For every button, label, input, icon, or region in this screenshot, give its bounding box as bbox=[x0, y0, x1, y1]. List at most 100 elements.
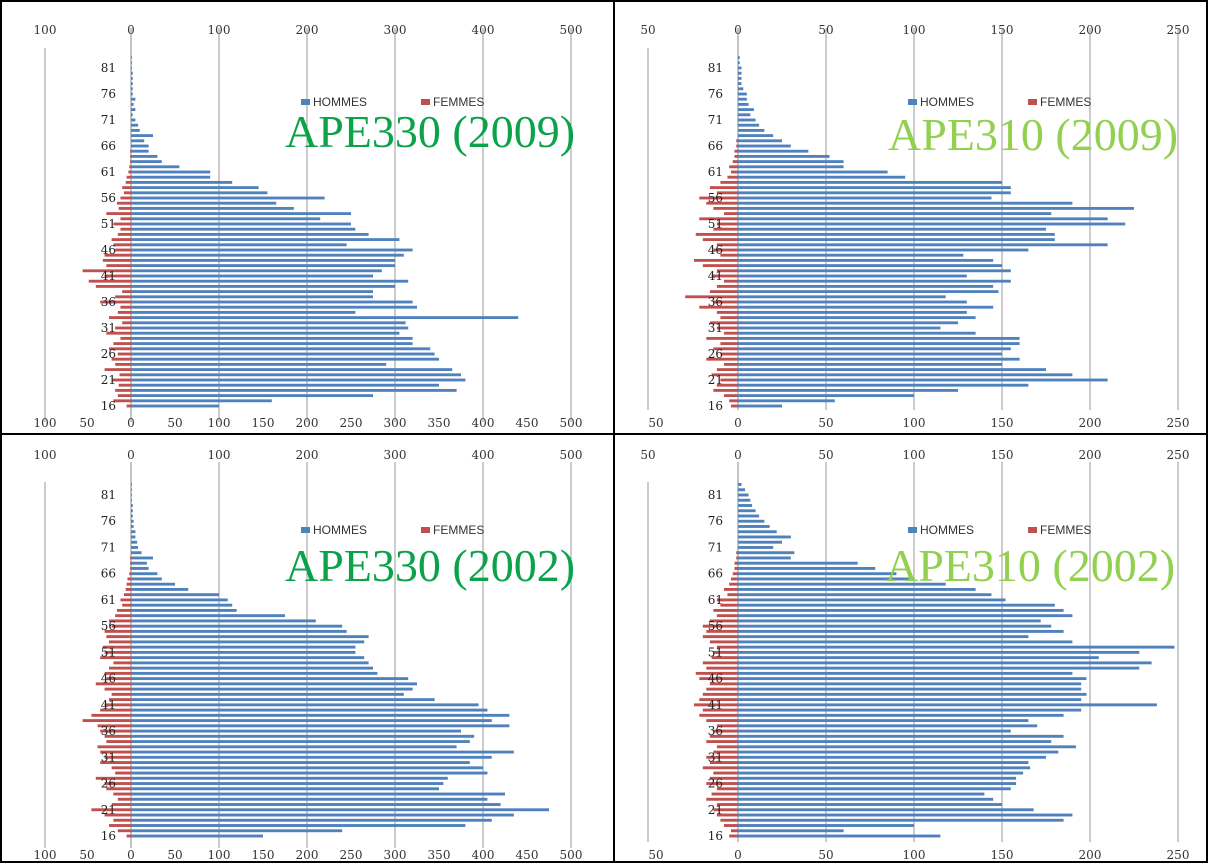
bar-hommes bbox=[131, 813, 514, 817]
bar-femmes bbox=[126, 834, 131, 838]
bar-hommes bbox=[738, 608, 1064, 612]
bar-hommes bbox=[738, 56, 740, 60]
bottom-tick-label: 250 bbox=[340, 848, 363, 862]
top-tick-label: 50 bbox=[818, 23, 833, 37]
bar-femmes bbox=[716, 269, 738, 273]
bar-hommes bbox=[738, 253, 964, 257]
bar-femmes bbox=[115, 362, 131, 366]
bar-hommes bbox=[738, 154, 830, 158]
bar-hommes bbox=[738, 692, 1087, 696]
bar-hommes bbox=[738, 113, 751, 117]
bar-hommes bbox=[131, 399, 272, 403]
bar-hommes bbox=[131, 66, 132, 70]
age-label: 66 bbox=[708, 567, 723, 581]
bar-femmes bbox=[109, 640, 131, 644]
bar-femmes bbox=[713, 388, 738, 392]
bar-femmes bbox=[709, 290, 738, 294]
age-label: 76 bbox=[708, 514, 723, 528]
bar-hommes bbox=[738, 666, 1140, 670]
bar-hommes bbox=[131, 808, 549, 812]
bar-hommes bbox=[738, 698, 1082, 702]
bar-hommes bbox=[738, 661, 1152, 665]
bar-hommes bbox=[738, 483, 742, 486]
bar-femmes bbox=[106, 331, 131, 335]
bar-femmes bbox=[111, 692, 131, 696]
bar-femmes bbox=[106, 635, 131, 639]
bar-femmes bbox=[734, 567, 738, 570]
bottom-tick-label: 150 bbox=[991, 848, 1014, 862]
bottom-tick-label: 200 bbox=[296, 848, 319, 862]
top-tick-label: 300 bbox=[384, 448, 407, 462]
bar-femmes bbox=[709, 186, 738, 190]
legend-swatch-hommes bbox=[301, 99, 310, 105]
bar-hommes bbox=[131, 483, 132, 486]
bar-hommes bbox=[131, 787, 439, 791]
top-tick-label: 200 bbox=[1079, 23, 1102, 37]
bar-hommes bbox=[131, 519, 134, 523]
bar-femmes bbox=[720, 352, 738, 356]
bar-hommes bbox=[738, 808, 1034, 812]
bar-hommes bbox=[131, 258, 395, 262]
top-tick-label: 500 bbox=[560, 448, 583, 462]
bar-hommes bbox=[738, 656, 1099, 660]
legend-label-hommes: HOMMES bbox=[920, 523, 974, 537]
bar-hommes bbox=[738, 561, 858, 565]
age-label: 36 bbox=[101, 295, 116, 309]
age-label: 56 bbox=[101, 191, 116, 205]
bar-femmes bbox=[716, 383, 738, 387]
bar-femmes bbox=[716, 724, 738, 728]
bar-femmes bbox=[716, 787, 738, 791]
bar-hommes bbox=[131, 232, 369, 236]
legend-label-femmes: FEMMES bbox=[1040, 95, 1091, 109]
bar-hommes bbox=[738, 108, 754, 112]
bottom-tick-label: 350 bbox=[428, 848, 451, 862]
bar-hommes bbox=[738, 745, 1076, 749]
top-tick-label: 0 bbox=[127, 448, 135, 462]
bottom-tick-label: 500 bbox=[560, 416, 583, 430]
bar-hommes bbox=[738, 598, 1006, 602]
bar-hommes bbox=[738, 504, 753, 507]
bar-hommes bbox=[738, 388, 958, 392]
bar-femmes bbox=[730, 577, 738, 581]
bar-femmes bbox=[716, 803, 738, 806]
bar-hommes bbox=[738, 368, 1046, 372]
bar-hommes bbox=[738, 139, 782, 143]
age-label: 16 bbox=[708, 399, 723, 413]
bar-hommes bbox=[738, 175, 906, 179]
bar-femmes bbox=[720, 342, 738, 346]
bar-femmes bbox=[702, 692, 738, 696]
bottom-tick-label: 0 bbox=[127, 416, 135, 430]
bottom-tick-label: 250 bbox=[1167, 416, 1190, 430]
bar-hommes bbox=[131, 629, 347, 633]
bottom-tick-label: 100 bbox=[34, 416, 57, 430]
bar-hommes bbox=[738, 87, 744, 91]
bar-hommes bbox=[131, 92, 133, 96]
bar-hommes bbox=[131, 264, 395, 268]
bar-hommes bbox=[738, 813, 1073, 817]
bottom-tick-label: 150 bbox=[252, 416, 275, 430]
age-label: 36 bbox=[708, 724, 723, 738]
bar-femmes bbox=[702, 624, 738, 628]
bar-hommes bbox=[131, 745, 457, 749]
bar-femmes bbox=[732, 160, 738, 164]
bar-hommes bbox=[131, 509, 133, 513]
bar-femmes bbox=[723, 362, 738, 366]
age-label: 56 bbox=[101, 619, 116, 633]
bar-femmes bbox=[716, 191, 738, 195]
bar-hommes bbox=[738, 378, 1108, 382]
top-tick-label: 100 bbox=[903, 23, 926, 37]
top-tick-label: 100 bbox=[208, 23, 231, 37]
bar-hommes bbox=[738, 703, 1157, 707]
bar-hommes bbox=[131, 656, 365, 660]
bar-hommes bbox=[131, 608, 237, 612]
bar-hommes bbox=[738, 787, 1011, 791]
legend-swatch-femmes bbox=[421, 527, 430, 533]
bar-femmes bbox=[723, 587, 738, 591]
bar-hommes bbox=[738, 305, 994, 309]
bar-femmes bbox=[713, 729, 738, 733]
bar-hommes bbox=[131, 530, 136, 534]
bar-hommes bbox=[738, 587, 976, 591]
bar-hommes bbox=[738, 196, 992, 200]
bar-hommes bbox=[131, 123, 139, 127]
